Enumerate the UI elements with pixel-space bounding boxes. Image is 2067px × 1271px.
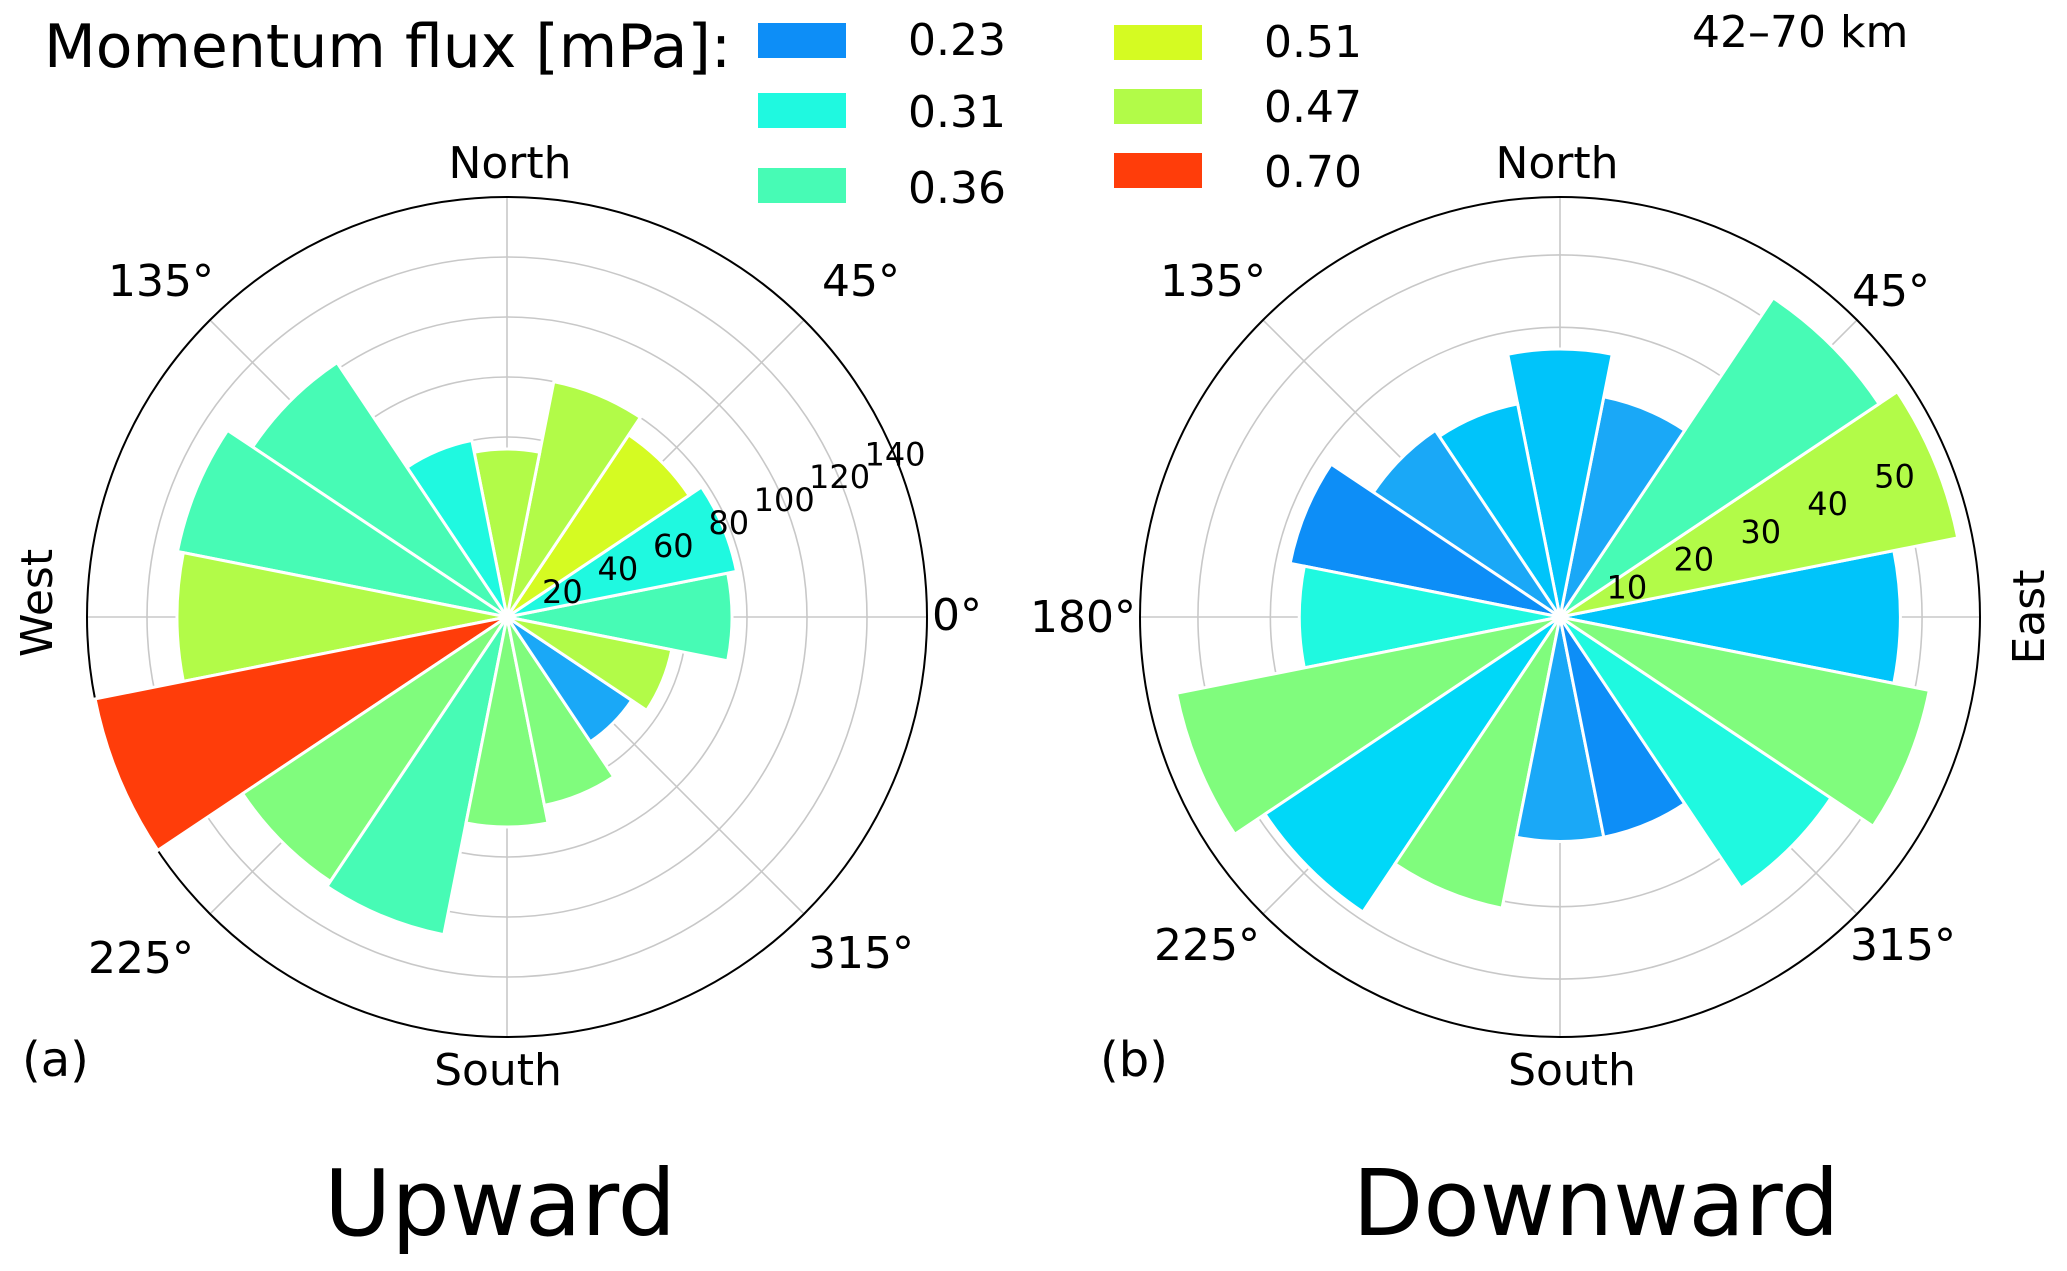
west-label-upward: West xyxy=(12,549,63,657)
angle-label-45-upward: 45° xyxy=(822,256,900,307)
angle-label-45-downward: 45° xyxy=(1852,266,1930,317)
legend-swatch-1 xyxy=(758,93,846,128)
legend-swatch-0 xyxy=(758,23,846,58)
north-label-downward: North xyxy=(1495,138,1618,189)
radial-tick-label-upward-0: 20 xyxy=(542,573,583,611)
legend-label-5: 0.70 xyxy=(1264,147,1362,198)
legend-label-3: 0.51 xyxy=(1264,17,1362,68)
angle-label-225-upward: 225° xyxy=(88,933,194,984)
legend-swatch-3 xyxy=(1114,25,1202,60)
radial-tick-label-upward-1: 40 xyxy=(598,550,639,588)
radial-tick-label-downward-2: 30 xyxy=(1740,513,1781,551)
bar-downward-7 xyxy=(1288,462,1561,619)
legend-label-0: 0.23 xyxy=(908,15,1006,66)
bar-upward-15 xyxy=(506,615,674,713)
bar-upward-7 xyxy=(175,428,508,619)
legend-title: Momentum flux [mPa]: xyxy=(44,12,731,82)
panel-label-b: (b) xyxy=(1100,1032,1168,1088)
radial-tick-label-upward-6: 140 xyxy=(864,435,925,473)
legend-label-2: 0.36 xyxy=(908,163,1006,214)
radial-tick-label-downward-1: 20 xyxy=(1673,541,1714,579)
radial-tick-label-upward-4: 100 xyxy=(754,481,815,519)
panel-label-a: (a) xyxy=(22,1032,89,1088)
panel-title-upward: Upward xyxy=(324,1150,676,1257)
bar-downward-14 xyxy=(1558,615,1834,891)
east-label-downward: East xyxy=(2004,570,2055,665)
bar-upward-12 xyxy=(464,616,550,829)
bar-upward-11 xyxy=(324,616,509,937)
legend-swatch-5 xyxy=(1114,153,1202,188)
bar-downward-9 xyxy=(1174,615,1561,837)
south-label-upward: South xyxy=(434,1045,562,1096)
angle-label-135-downward: 135° xyxy=(1160,256,1266,307)
legend: Momentum flux [mPa]: 0.23 0.31 0.36 0.51… xyxy=(44,12,1362,214)
panel-title-downward: Downward xyxy=(1353,1150,1840,1257)
bar-upward-3 xyxy=(505,379,643,618)
radial-tick-label-downward-4: 50 xyxy=(1874,457,1915,495)
bar-downward-1 xyxy=(1559,389,1960,619)
bar-downward-2 xyxy=(1558,295,1882,619)
bar-upward-10 xyxy=(240,615,509,884)
bar-upward-6 xyxy=(250,360,509,619)
angle-label-315-upward: 315° xyxy=(808,928,914,979)
radial-tick-label-upward-2: 60 xyxy=(653,527,694,565)
bars-downward xyxy=(1174,295,1960,915)
angle-label-0-upward: 0° xyxy=(932,590,982,641)
legend-swatch-4 xyxy=(1114,89,1202,124)
bar-upward-13 xyxy=(505,616,616,808)
legend-label-4: 0.47 xyxy=(1264,82,1362,133)
south-label-downward: South xyxy=(1508,1045,1636,1096)
angle-label-225-downward: 225° xyxy=(1154,920,1260,971)
polar-frame-downward xyxy=(1139,196,1981,1038)
polar-frame-upward xyxy=(86,196,928,1038)
angle-label-180-downward: 180° xyxy=(1030,592,1136,643)
bar-downward-15 xyxy=(1559,615,1932,829)
radial-tick-label-downward-3: 40 xyxy=(1807,485,1848,523)
angle-label-135-upward: 135° xyxy=(108,256,214,307)
bar-downward-11 xyxy=(1392,616,1562,910)
bar-downward-0 xyxy=(1559,548,1902,686)
radial-ticks-downward: 10 20 30 40 50 xyxy=(1607,457,1915,606)
north-label-upward: North xyxy=(448,138,571,189)
bars-upward xyxy=(93,360,739,937)
panel-downward: 10 20 30 40 50 North South East 180° 45° 135… xyxy=(1030,138,2055,1257)
radial-tick-label-downward-0: 10 xyxy=(1607,568,1648,606)
bar-upward-9 xyxy=(93,615,508,853)
bar-downward-4 xyxy=(1505,347,1615,618)
radial-tick-label-upward-3: 80 xyxy=(708,504,749,542)
altitude-label: 42–70 km xyxy=(1692,7,1908,58)
bar-upward-1 xyxy=(506,484,739,619)
bar-downward-10 xyxy=(1262,615,1562,915)
legend-label-1: 0.31 xyxy=(908,87,1006,138)
legend-swatch-2 xyxy=(758,168,846,203)
bar-upward-8 xyxy=(175,550,508,684)
angle-label-315-downward: 315° xyxy=(1850,920,1956,971)
radial-tick-label-upward-5: 120 xyxy=(809,458,870,496)
